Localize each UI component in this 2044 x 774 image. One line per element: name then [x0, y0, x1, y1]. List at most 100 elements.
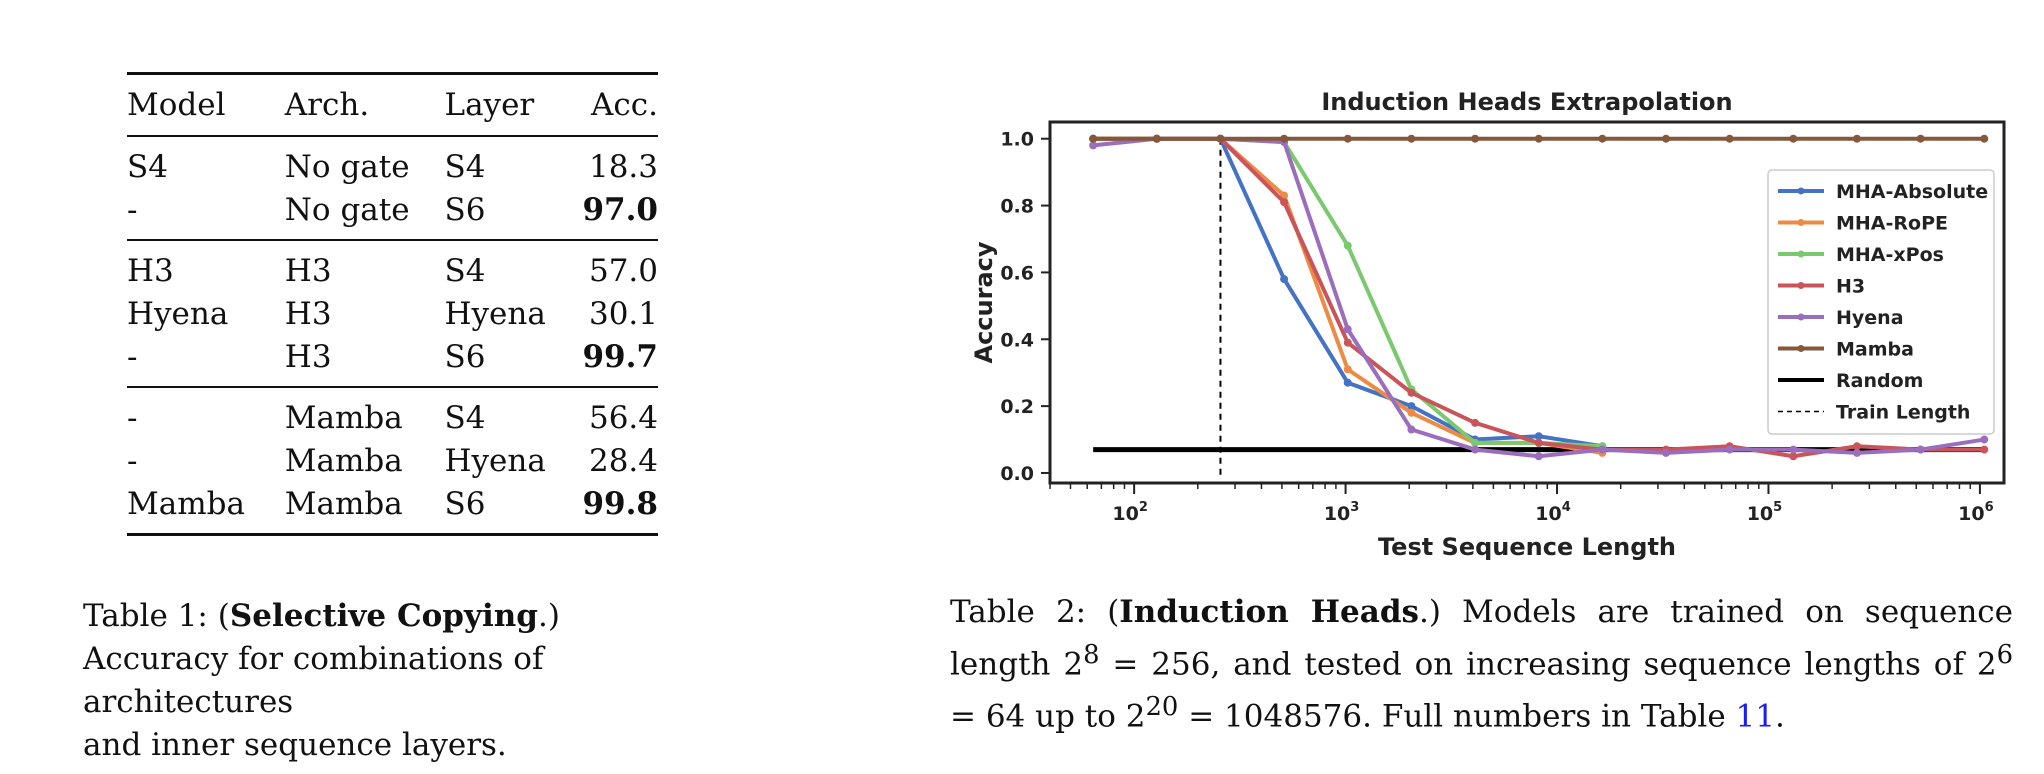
- table-row: - H3 S6 99.7: [127, 335, 658, 387]
- cell-layer: Hyena: [444, 295, 546, 332]
- legend-label-mha-rope: MHA-RoPE: [1836, 213, 1948, 235]
- series-line-mha-xpos: [1093, 136, 1603, 449]
- data-point-mamba: [1598, 134, 1607, 143]
- data-point-hyena: [1916, 445, 1925, 454]
- cell-acc: 99.8: [582, 485, 658, 522]
- table-row: Mamba Mamba S6 99.8: [127, 482, 658, 535]
- data-point-mamba: [1471, 134, 1480, 143]
- caption2-text3: = 64 up to 2: [950, 698, 1146, 735]
- x-tick-label: 105: [1747, 500, 1783, 525]
- legend-label-random: Random: [1836, 370, 1923, 392]
- data-point-hyena: [1852, 448, 1861, 457]
- y-tick-label: 0.0: [1000, 463, 1034, 485]
- plot-frame: [1048, 120, 2006, 485]
- data-point-hyena: [1534, 452, 1543, 461]
- data-point-mamba: [1534, 134, 1543, 143]
- caption1-line1: Table 1: (Selective Copying.): [83, 595, 723, 638]
- table-row: H3 H3 S4 57.0: [127, 240, 658, 292]
- data-point-h3: [1980, 445, 1989, 454]
- caption1-bold: Selective Copying: [229, 598, 538, 634]
- table1-caption: Table 1: (Selective Copying.) Accuracy f…: [83, 595, 723, 767]
- cell-layer: S6: [444, 485, 486, 522]
- series-line-mha-absolute: [1093, 136, 1603, 449]
- legend-label-mamba: Mamba: [1836, 339, 1914, 361]
- y-tick-label: 0.6: [1000, 262, 1034, 284]
- data-point-hyena: [1471, 445, 1480, 454]
- caption2-bold: Induction Heads: [1119, 594, 1419, 630]
- cell-arch: Mamba: [284, 442, 403, 479]
- cell-layer: S6: [444, 338, 486, 375]
- cell-arch: Mamba: [284, 399, 403, 436]
- table-row: - No gate S6 97.0: [127, 188, 658, 240]
- data-point-mamba: [1789, 134, 1798, 143]
- y-tick-label: 0.8: [1000, 196, 1034, 218]
- data-point-mamba: [1152, 134, 1161, 143]
- legend-marker-mamba: [1797, 345, 1805, 352]
- caption1-suffix: .): [537, 598, 560, 634]
- caption2-text1: .) Models are trained on sequence length…: [950, 594, 2013, 683]
- data-point-mamba: [1407, 134, 1416, 143]
- table-row: Hyena H3 Hyena 30.1: [127, 292, 658, 335]
- data-point-mamba: [1216, 134, 1225, 143]
- table-row: S4 No gate S4 18.3: [127, 136, 658, 188]
- caption1-prefix: Table 1: (: [83, 598, 230, 634]
- data-point-mha-absolute: [1407, 402, 1416, 411]
- y-tick-label: 0.2: [1000, 396, 1034, 418]
- cell-arch: H3: [284, 338, 332, 375]
- chart-title: Induction Heads Extrapolation: [1321, 88, 1732, 116]
- cell-arch: H3: [284, 252, 332, 289]
- cell-model: Hyena: [127, 295, 229, 332]
- header-layer: Layer: [444, 87, 535, 123]
- legend-box: [1767, 169, 1995, 435]
- cell-acc: 56.4: [588, 399, 658, 436]
- caption2-sup2: 6: [1996, 640, 2013, 670]
- data-point-mha-absolute: [1534, 432, 1543, 441]
- data-point-mamba: [1725, 134, 1734, 143]
- data-point-hyena: [1598, 445, 1607, 454]
- x-tick-label: 103: [1324, 500, 1360, 525]
- cell-arch: No gate: [284, 148, 410, 185]
- data-point-mamba: [1280, 134, 1289, 143]
- table-11-link[interactable]: 11: [1735, 698, 1775, 735]
- cell-layer: Hyena: [444, 442, 546, 479]
- header-acc: Acc.: [591, 87, 658, 123]
- data-point-h3: [1407, 388, 1416, 397]
- legend-label-h3: H3: [1836, 276, 1865, 298]
- cell-acc: 18.3: [588, 148, 658, 185]
- data-point-mamba: [1662, 134, 1671, 143]
- data-point-mamba: [1343, 134, 1352, 143]
- table-header-row: Model Arch. Layer Acc.: [127, 73, 658, 136]
- data-point-hyena: [1089, 141, 1098, 150]
- legend-marker-mha-xpos: [1797, 250, 1805, 258]
- table-row: - Mamba S4 56.4: [127, 387, 658, 439]
- selective-copying-table: Model Arch. Layer Acc. S4 No gate S4 18.…: [127, 72, 658, 536]
- caption2-end: .: [1774, 698, 1785, 735]
- x-tick-label: 106: [1958, 500, 1994, 525]
- cell-layer: S4: [444, 148, 486, 185]
- data-point-mha-absolute: [1343, 378, 1352, 387]
- cell-acc: 28.4: [588, 442, 658, 479]
- caption2-sup3: 20: [1145, 692, 1179, 723]
- data-point-hyena: [1980, 435, 1989, 444]
- data-point-mha-xpos: [1471, 438, 1480, 447]
- data-point-mamba: [1980, 134, 1989, 143]
- table2-caption: Table 2: (Induction Heads.) Models are t…: [950, 591, 2013, 739]
- cell-model: -: [127, 191, 138, 228]
- data-point-mamba: [1852, 134, 1861, 143]
- cell-acc: 99.7: [582, 338, 658, 375]
- legend-marker-mha-rope: [1797, 219, 1805, 226]
- data-point-mha-xpos: [1343, 241, 1352, 250]
- cell-model: -: [127, 442, 138, 479]
- data-point-hyena: [1662, 448, 1671, 457]
- data-point-mha-rope: [1407, 408, 1416, 417]
- cell-layer: S4: [444, 252, 486, 289]
- induction-heads-chart: Induction Heads Extrapolation 0.0 0.2 0.4 0.…: [970, 88, 2006, 561]
- legend-marker-hyena: [1797, 313, 1805, 321]
- legend-label-hyena: Hyena: [1836, 307, 1904, 329]
- legend-marker-mha-absolute: [1797, 187, 1805, 195]
- x-tick-label: 104: [1535, 500, 1571, 525]
- y-axis-label: Accuracy: [970, 241, 998, 363]
- y-tick-label: 0.4: [1000, 329, 1034, 351]
- series-line-mha-rope: [1093, 136, 1603, 455]
- data-point-h3: [1534, 438, 1543, 447]
